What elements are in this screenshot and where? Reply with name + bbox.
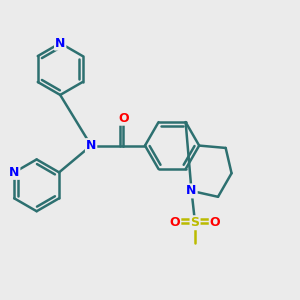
Text: O: O [210, 216, 220, 229]
Text: N: N [86, 139, 96, 152]
Text: O: O [170, 216, 180, 229]
Text: O: O [118, 112, 129, 125]
Text: N: N [186, 184, 197, 197]
Text: S: S [190, 216, 200, 229]
Text: N: N [9, 166, 20, 179]
Text: N: N [55, 37, 65, 50]
